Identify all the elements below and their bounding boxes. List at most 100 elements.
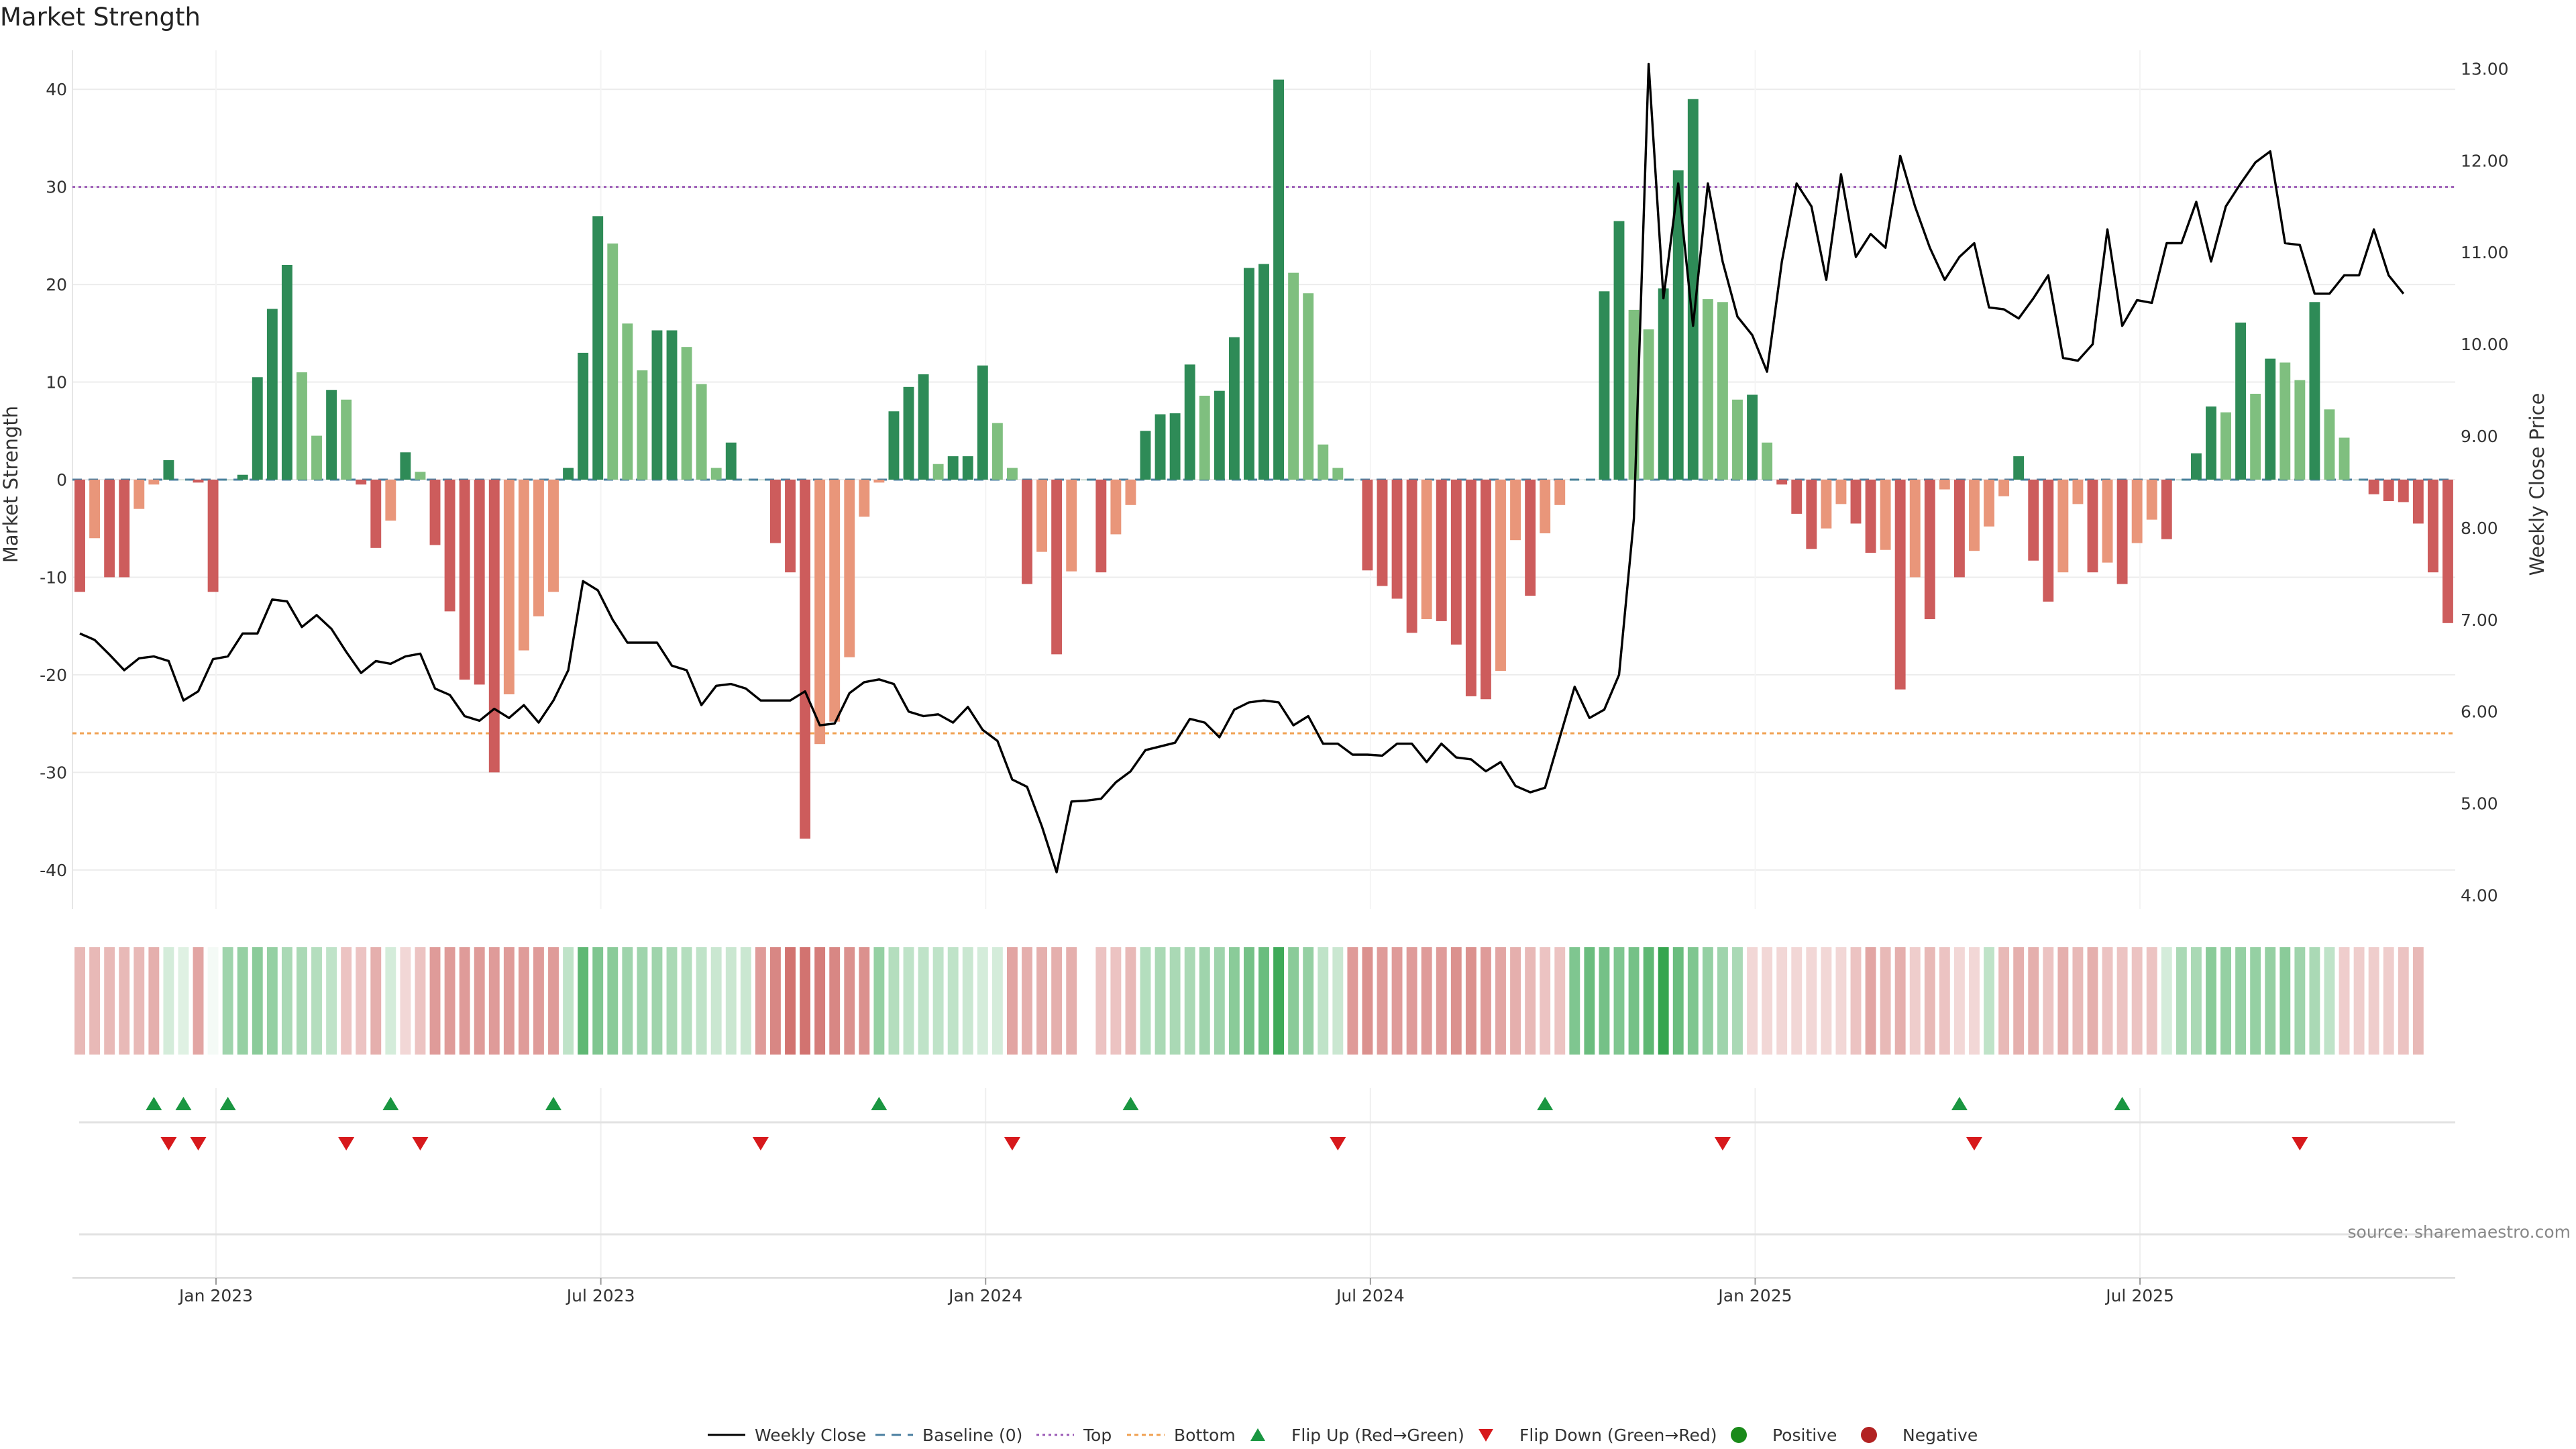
heat-cell-negative: [1406, 947, 1417, 1055]
strength-bar-negative: [1776, 480, 1788, 485]
heat-cell-negative: [2043, 947, 2054, 1055]
strength-bar-positive: [2013, 456, 2025, 480]
strength-bar-positive: [2190, 453, 2202, 480]
strength-bar-negative: [1953, 480, 1965, 578]
strength-bar-positive: [341, 399, 352, 480]
heat-cell-positive: [311, 947, 322, 1055]
strength-bar-negative: [1362, 480, 1373, 571]
heat-cell-negative: [1953, 947, 1965, 1055]
heat-cell-positive: [962, 947, 973, 1055]
strength-bar-negative: [1051, 480, 1063, 655]
heat-cell-negative: [89, 947, 101, 1055]
flip-down-marker: [160, 1137, 177, 1150]
strength-bar-positive: [1303, 293, 1314, 480]
legend-flip-down-label: Flip Down (Green→Red): [1519, 1426, 1717, 1445]
heat-cell-negative: [341, 947, 352, 1055]
heat-cell-positive: [710, 947, 722, 1055]
heat-cell-negative: [1495, 947, 1506, 1055]
strength-bar-positive: [622, 323, 633, 480]
strength-bar-negative: [1880, 480, 1891, 550]
strength-bar-positive: [297, 372, 307, 480]
strength-bar-positive: [281, 265, 292, 480]
strength-bar-positive: [1140, 431, 1151, 480]
strength-bar-positive: [2265, 358, 2276, 480]
flip-up-marker: [1122, 1097, 1139, 1110]
heat-cell-positive: [1584, 947, 1595, 1055]
heat-cell-positive: [651, 947, 663, 1055]
y-axis-label: Market Strength: [0, 406, 22, 563]
heat-cell-negative: [785, 947, 796, 1055]
heat-cell-negative: [2102, 947, 2113, 1055]
strength-bar-positive: [2324, 409, 2335, 480]
y2-tick-label: 9.00: [2461, 427, 2498, 446]
strength-bar-positive: [592, 216, 604, 480]
strength-bar-negative: [1480, 480, 1491, 700]
strength-bar-negative: [2116, 480, 2128, 584]
strength-bar-positive: [578, 352, 589, 480]
heat-cell-positive: [297, 947, 307, 1055]
strength-bar-positive: [991, 423, 1003, 480]
strength-bar-positive: [1599, 291, 1610, 480]
strength-bar-negative: [119, 480, 130, 578]
strength-bar-positive: [326, 390, 337, 480]
y-tick-label: -10: [40, 568, 67, 587]
heat-cell-negative: [74, 947, 85, 1055]
heat-cell-positive: [1628, 947, 1640, 1055]
heat-cell-negative: [1007, 947, 1018, 1055]
strength-bar-positive: [1258, 264, 1269, 480]
y2-axis-label: Weekly Close Price: [2526, 393, 2548, 576]
heat-cell-positive: [1228, 947, 1240, 1055]
strength-bar-negative: [1821, 480, 1832, 529]
strength-bar-negative: [2146, 480, 2157, 520]
strength-bar-negative: [1406, 480, 1417, 633]
heat-cell-positive: [2324, 947, 2335, 1055]
heat-cell-positive: [578, 947, 589, 1055]
strength-bar-positive: [1228, 337, 1240, 480]
heat-cell-negative: [1806, 947, 1817, 1055]
heat-cell-negative: [1791, 947, 1803, 1055]
y2-tick-label: 6.00: [2461, 702, 2498, 722]
heat-cell-negative: [1095, 947, 1107, 1055]
strength-bar-positive: [1273, 79, 1285, 480]
strength-bar-positive: [637, 370, 648, 480]
heat-cell-positive: [163, 947, 174, 1055]
heat-cell-negative: [1480, 947, 1491, 1055]
heat-cell-negative: [193, 947, 204, 1055]
heat-cell-negative: [1110, 947, 1122, 1055]
heat-cell-positive: [947, 947, 959, 1055]
heat-cell-negative: [2013, 947, 2025, 1055]
bottom-panel: [72, 1233, 2455, 1279]
heat-cell-positive: [1318, 947, 1329, 1055]
x-tick-label: Jan 2024: [947, 1286, 1022, 1305]
heat-cell-negative: [1022, 947, 1032, 1055]
strength-bar-negative: [356, 480, 367, 485]
x-tick-label: Jul 2023: [566, 1286, 635, 1305]
heat-cell-positive: [666, 947, 678, 1055]
strength-bar-negative: [207, 480, 219, 592]
heat-cell-positive: [1303, 947, 1314, 1055]
heat-cell-positive: [1672, 947, 1684, 1055]
strength-bar-negative: [814, 480, 826, 745]
flip-down-marker: [2292, 1137, 2308, 1150]
x-tick-label: Jul 2025: [2104, 1286, 2174, 1305]
heat-cell-positive: [266, 947, 278, 1055]
heat-cell-positive: [888, 947, 900, 1055]
strength-bar-positive: [962, 456, 973, 480]
strength-bar-negative: [385, 480, 396, 521]
heat-cell-negative: [1391, 947, 1403, 1055]
heat-cell-positive: [1599, 947, 1610, 1055]
heat-cell-positive: [563, 947, 574, 1055]
flip-down-marker: [190, 1137, 207, 1150]
heat-cell-positive: [932, 947, 944, 1055]
strength-bar-negative: [533, 480, 544, 616]
strength-bar-negative: [1791, 480, 1803, 514]
heat-cell-positive: [385, 947, 396, 1055]
heat-cell-negative: [1554, 947, 1566, 1055]
heat-cell-positive: [2309, 947, 2320, 1055]
strength-bar-positive: [2339, 437, 2350, 480]
strength-bar-negative: [1465, 480, 1477, 696]
y-tick-label: -30: [40, 763, 67, 782]
legend-top-label: Top: [1083, 1426, 1112, 1445]
heat-cell-negative: [356, 947, 367, 1055]
